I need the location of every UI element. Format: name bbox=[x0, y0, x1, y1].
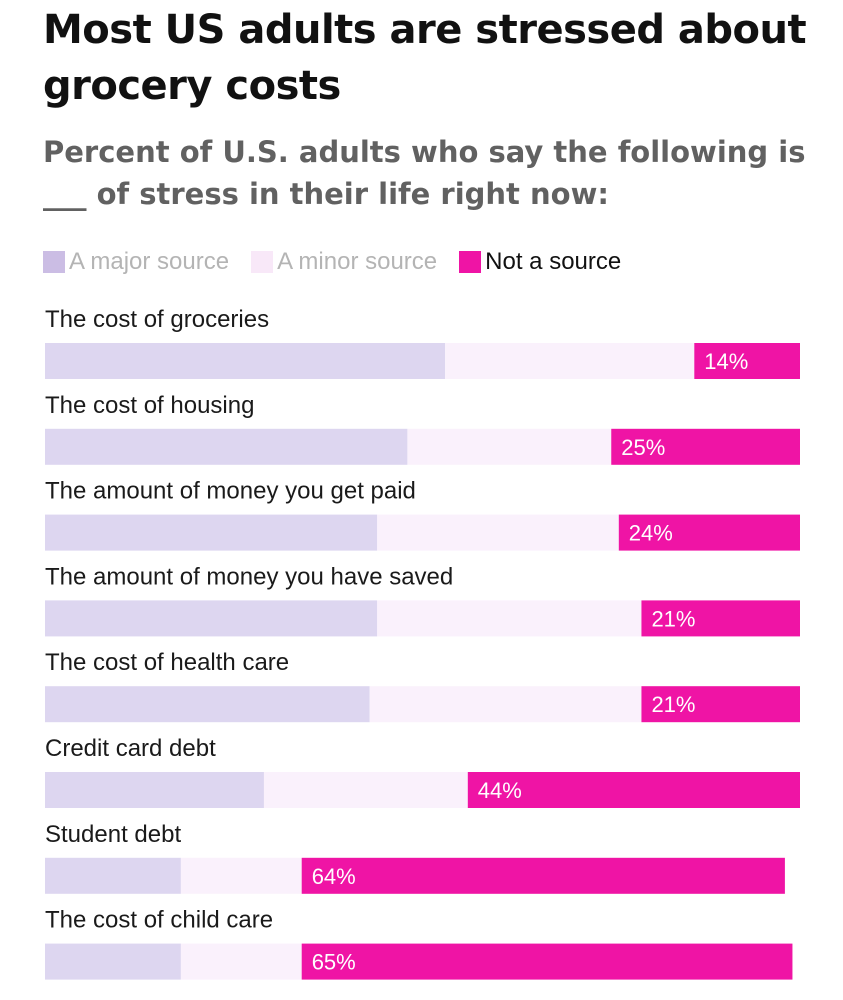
bar-segment bbox=[445, 343, 695, 379]
bar-segment bbox=[45, 943, 181, 980]
bar-segment bbox=[301, 943, 793, 980]
bar-segment bbox=[45, 686, 370, 723]
legend-item: Not a source bbox=[459, 247, 621, 277]
legend-item: A major source bbox=[43, 247, 229, 277]
bar-segment bbox=[641, 600, 800, 637]
bar-segment bbox=[377, 600, 642, 637]
bar-segment bbox=[45, 514, 378, 551]
data-label: 24% bbox=[629, 521, 673, 546]
bar-segment bbox=[407, 428, 612, 465]
bar-segment bbox=[45, 600, 378, 637]
bar-segment bbox=[301, 857, 785, 894]
category-label: The cost of housing bbox=[45, 392, 254, 419]
chart-legend: A major source A minor source Not a source bbox=[43, 247, 643, 277]
legend-swatch bbox=[43, 251, 65, 273]
chart-title: Most US adults are stressed about grocer… bbox=[43, 7, 807, 109]
category-label: The cost of health care bbox=[45, 649, 289, 676]
bar-segment bbox=[641, 686, 800, 723]
legend-label: A major source bbox=[69, 248, 230, 275]
bar-segment bbox=[377, 514, 619, 551]
legend-swatch bbox=[251, 251, 274, 273]
data-label: 21% bbox=[651, 606, 695, 631]
data-label: 14% bbox=[704, 349, 748, 374]
bar-segment bbox=[45, 343, 446, 379]
bar-segment bbox=[45, 857, 181, 894]
bar-segment bbox=[45, 428, 408, 465]
category-label: Credit card debt bbox=[45, 735, 216, 762]
category-label: The amount of money you have saved bbox=[45, 563, 453, 590]
bar-segment bbox=[618, 514, 800, 551]
bar-segment bbox=[694, 343, 800, 379]
category-label: Student debt bbox=[45, 821, 181, 848]
legend-item: A minor source bbox=[251, 247, 437, 277]
category-label: The cost of child care bbox=[45, 907, 273, 934]
bar-segment bbox=[369, 686, 642, 723]
legend-label: Not a source bbox=[485, 248, 622, 275]
bar-segment bbox=[45, 772, 264, 808]
data-label: 64% bbox=[312, 864, 356, 889]
data-label: 44% bbox=[478, 778, 522, 803]
data-label: 21% bbox=[651, 692, 695, 717]
bar-segment bbox=[180, 857, 302, 894]
bar-segment bbox=[180, 943, 302, 980]
bar-segment bbox=[467, 772, 800, 808]
data-label: 25% bbox=[621, 435, 665, 460]
legend-label: A minor source bbox=[277, 248, 438, 275]
category-label: The cost of groceries bbox=[45, 306, 269, 333]
category-label: The amount of money you get paid bbox=[45, 478, 416, 505]
chart-subtitle: Percent of U.S. adults who say the follo… bbox=[43, 135, 806, 211]
legend-swatch bbox=[459, 251, 482, 273]
bar-segment bbox=[263, 772, 468, 808]
bar-segment bbox=[611, 428, 800, 465]
data-label: 65% bbox=[312, 950, 356, 975]
